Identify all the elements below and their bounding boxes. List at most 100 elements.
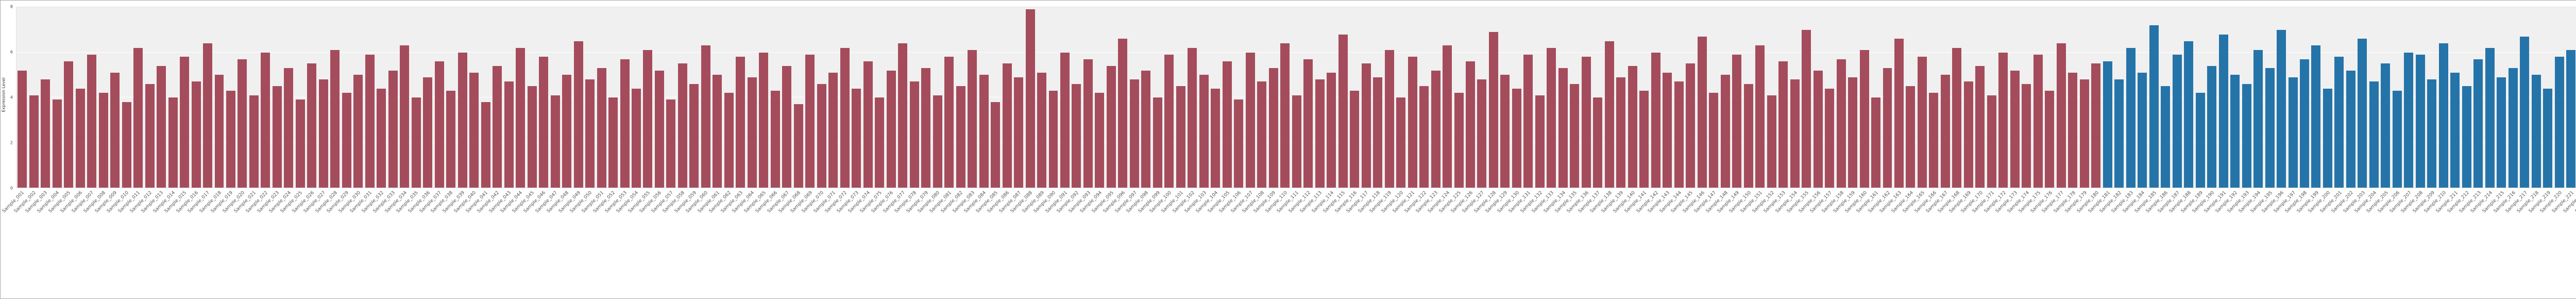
bar bbox=[1663, 72, 1672, 188]
bar bbox=[157, 65, 166, 188]
bar bbox=[2103, 61, 2112, 188]
bar bbox=[1153, 97, 1162, 188]
bar bbox=[2334, 57, 2344, 188]
bar bbox=[724, 93, 734, 188]
bar bbox=[562, 75, 572, 188]
bar bbox=[1454, 93, 1464, 188]
bar bbox=[469, 72, 479, 188]
bar bbox=[493, 65, 502, 188]
bar bbox=[1697, 36, 1707, 188]
bar bbox=[1443, 45, 1452, 188]
bar bbox=[1755, 45, 1765, 188]
bar bbox=[840, 47, 850, 188]
bar bbox=[747, 77, 757, 188]
bar bbox=[1257, 81, 1267, 188]
bar bbox=[434, 61, 444, 188]
bar bbox=[1488, 32, 1498, 188]
bar bbox=[1268, 68, 1278, 188]
bar bbox=[2531, 75, 2541, 188]
bar bbox=[516, 47, 526, 188]
bar bbox=[1477, 79, 1487, 188]
bar bbox=[2462, 86, 2471, 188]
bar bbox=[1408, 57, 1417, 188]
bar bbox=[75, 88, 85, 188]
bar bbox=[1778, 61, 1788, 188]
bar bbox=[307, 63, 317, 188]
y-tick-label: 6 bbox=[10, 49, 13, 55]
bar bbox=[2149, 25, 2159, 188]
bar bbox=[573, 41, 583, 188]
bar bbox=[18, 70, 27, 188]
bar bbox=[2381, 63, 2391, 188]
bar bbox=[1940, 75, 1950, 188]
bar bbox=[1106, 65, 1116, 188]
bar bbox=[272, 86, 282, 188]
bar bbox=[29, 95, 39, 188]
bar bbox=[539, 57, 549, 188]
bar bbox=[168, 97, 178, 188]
bar bbox=[1072, 84, 1081, 188]
bar bbox=[2172, 54, 2182, 188]
bar bbox=[2091, 63, 2101, 188]
bar bbox=[620, 59, 630, 188]
bar bbox=[52, 99, 62, 188]
bar bbox=[342, 93, 351, 188]
bar bbox=[2056, 43, 2066, 188]
bar bbox=[1883, 68, 1892, 188]
bar bbox=[261, 52, 270, 188]
bar bbox=[1129, 79, 1139, 188]
bar bbox=[2508, 68, 2518, 188]
bar bbox=[110, 72, 120, 188]
bar bbox=[203, 43, 212, 188]
bar bbox=[863, 61, 873, 188]
bar bbox=[1060, 52, 1070, 188]
bar bbox=[2415, 54, 2425, 188]
bar bbox=[2277, 29, 2286, 188]
bar bbox=[2010, 70, 2020, 188]
bar bbox=[2323, 88, 2332, 188]
bar bbox=[2566, 50, 2576, 188]
bar bbox=[2392, 90, 2402, 188]
bar bbox=[145, 84, 155, 188]
bar bbox=[2253, 50, 2263, 188]
bar bbox=[1987, 95, 1996, 188]
bar bbox=[852, 88, 861, 188]
bar bbox=[1604, 41, 1614, 188]
bar bbox=[1164, 54, 1174, 188]
bar bbox=[1998, 52, 2008, 188]
gridline bbox=[16, 52, 2576, 53]
bar bbox=[1790, 79, 1800, 188]
bar bbox=[782, 65, 792, 188]
bar bbox=[353, 75, 363, 188]
bar bbox=[504, 81, 514, 188]
bar bbox=[2126, 47, 2136, 188]
bar bbox=[226, 90, 235, 188]
bar bbox=[585, 79, 595, 188]
bar bbox=[2265, 68, 2275, 188]
bar bbox=[2473, 59, 2483, 188]
bar bbox=[944, 57, 954, 188]
bar bbox=[457, 52, 467, 188]
bar bbox=[909, 81, 919, 188]
bar bbox=[597, 68, 606, 188]
bar bbox=[41, 79, 50, 188]
bar bbox=[1616, 77, 1626, 188]
bar bbox=[2554, 57, 2564, 188]
bar bbox=[1327, 72, 1336, 188]
bar bbox=[122, 102, 131, 188]
bar bbox=[828, 72, 838, 188]
bar bbox=[2497, 77, 2506, 188]
bar bbox=[968, 50, 977, 188]
bar bbox=[2114, 79, 2124, 188]
bar bbox=[1859, 50, 1869, 188]
bar bbox=[1002, 63, 1012, 188]
bar bbox=[898, 43, 908, 188]
x-axis-labels: Sample_001 Sample_002 Sample_003 Sample_004… bbox=[2, 189, 2576, 297]
bar bbox=[1188, 47, 1197, 188]
bar bbox=[1558, 68, 1568, 188]
bar bbox=[1419, 86, 1429, 188]
bar bbox=[2230, 75, 2240, 188]
bar bbox=[1245, 52, 1255, 188]
bar bbox=[1396, 97, 1406, 188]
